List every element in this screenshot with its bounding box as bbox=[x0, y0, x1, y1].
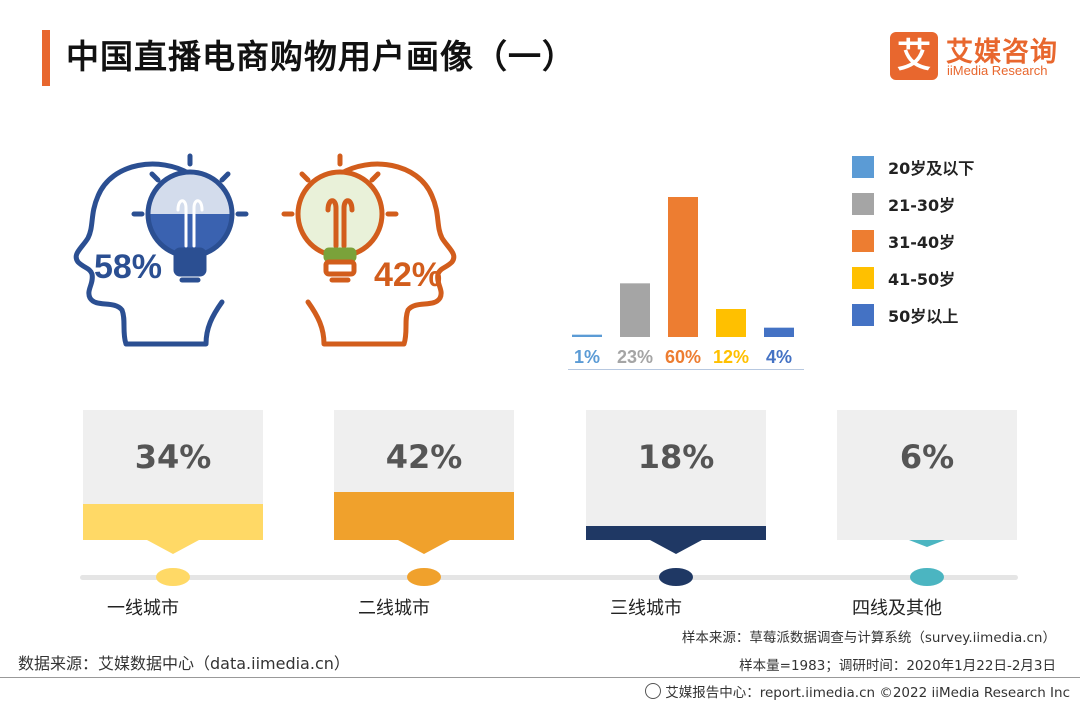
legend-item: 41-50岁 bbox=[852, 259, 974, 296]
city-tier-label: 二线城市 bbox=[358, 598, 430, 619]
age-bar bbox=[716, 309, 746, 337]
city-percent-label: 18% bbox=[637, 438, 715, 476]
age-bar-label: 1% bbox=[574, 347, 600, 367]
age-bar-label: 60% bbox=[665, 347, 701, 367]
page-title: 中国直播电商购物用户画像（一） bbox=[66, 37, 576, 76]
legend-swatch bbox=[852, 266, 874, 289]
city-percent-label: 34% bbox=[134, 438, 212, 476]
legend-swatch bbox=[852, 192, 874, 215]
sample-size: 样本量=1983；调研时间：2020年1月22日-2月3日 bbox=[739, 658, 1056, 674]
age-legend: 20岁及以下 21-30岁 31-40岁 41-50岁 50岁以上 bbox=[852, 148, 974, 333]
female-head-bulb-icon bbox=[281, 153, 457, 347]
iimedia-logo: 艾 艾媒咨询 iiMedia Research bbox=[890, 32, 1060, 82]
city-pointer bbox=[398, 540, 450, 554]
age-bar-label: 4% bbox=[766, 347, 792, 367]
legend-item: 50岁以上 bbox=[852, 296, 974, 333]
legend-label: 31-40岁 bbox=[888, 232, 956, 252]
female-bulb-glass bbox=[298, 172, 382, 256]
city-card: 34% bbox=[83, 410, 263, 554]
legend-label: 41-50岁 bbox=[888, 269, 956, 289]
male-percent-label: 58% bbox=[94, 248, 162, 286]
city-timeline-dot bbox=[156, 568, 190, 586]
city-pointer bbox=[650, 540, 702, 554]
city-timeline bbox=[80, 575, 1018, 580]
city-pointer bbox=[909, 540, 945, 547]
city-timeline-dot bbox=[659, 568, 693, 586]
city-timeline-dot bbox=[910, 568, 944, 586]
city-bar bbox=[334, 492, 514, 540]
legend-label: 21-30岁 bbox=[888, 195, 956, 215]
title-accent-bar bbox=[42, 30, 50, 86]
data-source: 数据来源：艾媒数据中心（data.iimedia.cn） bbox=[18, 654, 350, 673]
city-tier-label: 一线城市 bbox=[107, 598, 179, 619]
age-bar bbox=[764, 327, 794, 337]
legend-label: 50岁以上 bbox=[888, 306, 959, 326]
age-bar-label: 23% bbox=[617, 347, 653, 367]
city-percent-label: 6% bbox=[899, 438, 955, 476]
city-pointer bbox=[147, 540, 199, 554]
legend-item: 31-40岁 bbox=[852, 222, 974, 259]
city-card: 6% bbox=[837, 410, 1017, 547]
city-percent-label: 42% bbox=[385, 438, 463, 476]
age-bar bbox=[668, 197, 698, 337]
age-bar bbox=[620, 283, 650, 337]
footer-text[interactable]: 艾媒报告中心：report.iimedia.cn ©2022 iiMedia R… bbox=[665, 685, 1070, 701]
gender-pictogram: 58% 42% bbox=[73, 153, 457, 347]
age-bar-chart: 1% 23% 60% 12% 4% bbox=[568, 197, 804, 370]
city-timeline-dot bbox=[407, 568, 441, 586]
legend-swatch bbox=[852, 155, 874, 178]
legend-swatch bbox=[852, 303, 874, 326]
footer-divider bbox=[0, 677, 1080, 678]
legend-label: 20岁及以下 bbox=[888, 158, 975, 178]
city-tier-label: 四线及其他 bbox=[852, 598, 942, 619]
legend-item: 20岁及以下 bbox=[852, 148, 974, 185]
city-bar bbox=[83, 504, 263, 540]
footer: 艾媒报告中心：report.iimedia.cn ©2022 iiMedia R… bbox=[645, 681, 1070, 701]
logo-mark: 艾 bbox=[890, 32, 938, 80]
logo-en-name: iiMedia Research bbox=[947, 63, 1048, 78]
logo-cn-name: 艾媒咨询 bbox=[946, 37, 1058, 68]
city-card: 42% bbox=[334, 410, 514, 554]
female-percent-label: 42% bbox=[374, 256, 442, 294]
age-bar-label: 12% bbox=[713, 347, 749, 367]
sample-source: 样本来源：草莓派数据调查与计算系统（survey.iimedia.cn） bbox=[681, 630, 1056, 646]
male-head-bulb-icon bbox=[73, 153, 249, 347]
legend-swatch bbox=[852, 229, 874, 252]
city-bar bbox=[586, 526, 766, 540]
age-bar bbox=[572, 334, 602, 337]
city-card: 18% bbox=[586, 410, 766, 554]
city-tier-chart: 34% 一线城市 42% 二线城市 18% 三线城市 6% 四线及其他 bbox=[0, 410, 1080, 630]
city-tier-label: 三线城市 bbox=[610, 598, 682, 619]
globe-icon bbox=[645, 683, 662, 699]
legend-item: 21-30岁 bbox=[852, 185, 974, 222]
